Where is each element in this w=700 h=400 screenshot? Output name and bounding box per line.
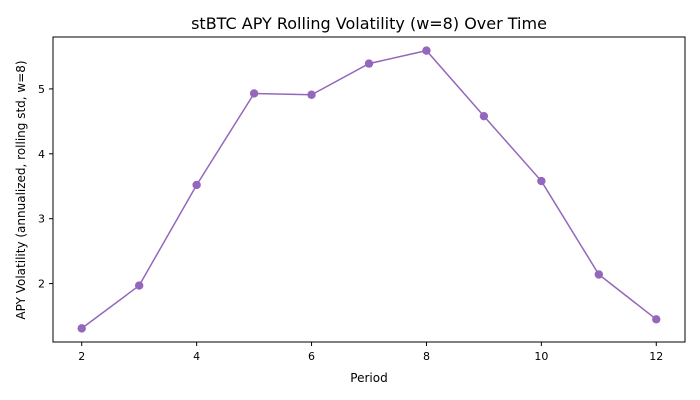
- x-tick-label: 6: [308, 350, 315, 363]
- data-point: [77, 324, 86, 333]
- y-axis: 2 3 4 5: [38, 83, 53, 291]
- series-line: [81, 49, 657, 329]
- y-tick-label: 5: [38, 83, 45, 96]
- data-point: [364, 59, 374, 68]
- x-tick-label: 2: [78, 350, 85, 363]
- y-tick-label: 2: [38, 278, 45, 291]
- chart-title: stBTC APY Rolling Volatility (w=8) Over …: [191, 14, 547, 33]
- series-layer: [77, 46, 661, 333]
- x-axis-label: Period: [350, 371, 387, 385]
- data-point: [134, 281, 144, 290]
- y-axis-label: APY Volatility (annualized, rolling std,…: [14, 60, 28, 319]
- data-point: [249, 89, 259, 98]
- data-point: [537, 176, 546, 186]
- data-point: [307, 90, 316, 99]
- data-point: [594, 270, 604, 279]
- data-point: [479, 111, 489, 121]
- x-tick-label: 8: [423, 350, 430, 363]
- y-tick-label: 4: [38, 148, 45, 161]
- x-tick-label: 10: [534, 350, 548, 363]
- x-axis: 2 4 6 8 10 12: [78, 342, 663, 363]
- data-point: [192, 180, 201, 190]
- x-tick-label: 4: [193, 350, 200, 363]
- data-point: [652, 315, 661, 324]
- x-tick-label: 12: [649, 350, 663, 363]
- plot-frame: [52, 36, 686, 343]
- data-point: [422, 46, 431, 55]
- y-tick-label: 3: [38, 213, 45, 226]
